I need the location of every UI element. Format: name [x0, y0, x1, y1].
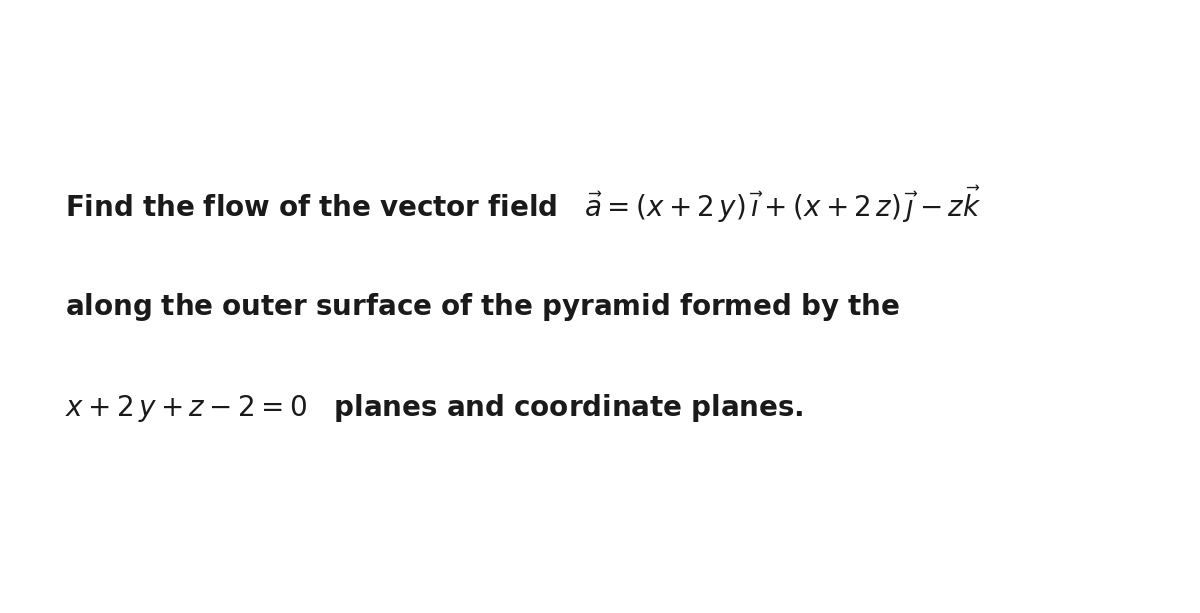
- Text: $x + 2\,y + z - 2 = 0$$\quad \mathbf{planes\ and\ coordinate\ planes.}$: $x + 2\,y + z - 2 = 0$$\quad \mathbf{pla…: [65, 392, 803, 424]
- Text: $\mathbf{along\ the\ outer\ surface\ of\ the\ pyramid\ formed\ by\ the}$: $\mathbf{along\ the\ outer\ surface\ of\…: [65, 291, 900, 322]
- Text: $\mathbf{Find\ the\ flow\ of\ the\ vector\ field}$$\quad \vec{a} = (x + 2\,y)\,\: $\mathbf{Find\ the\ flow\ of\ the\ vecto…: [65, 184, 980, 225]
